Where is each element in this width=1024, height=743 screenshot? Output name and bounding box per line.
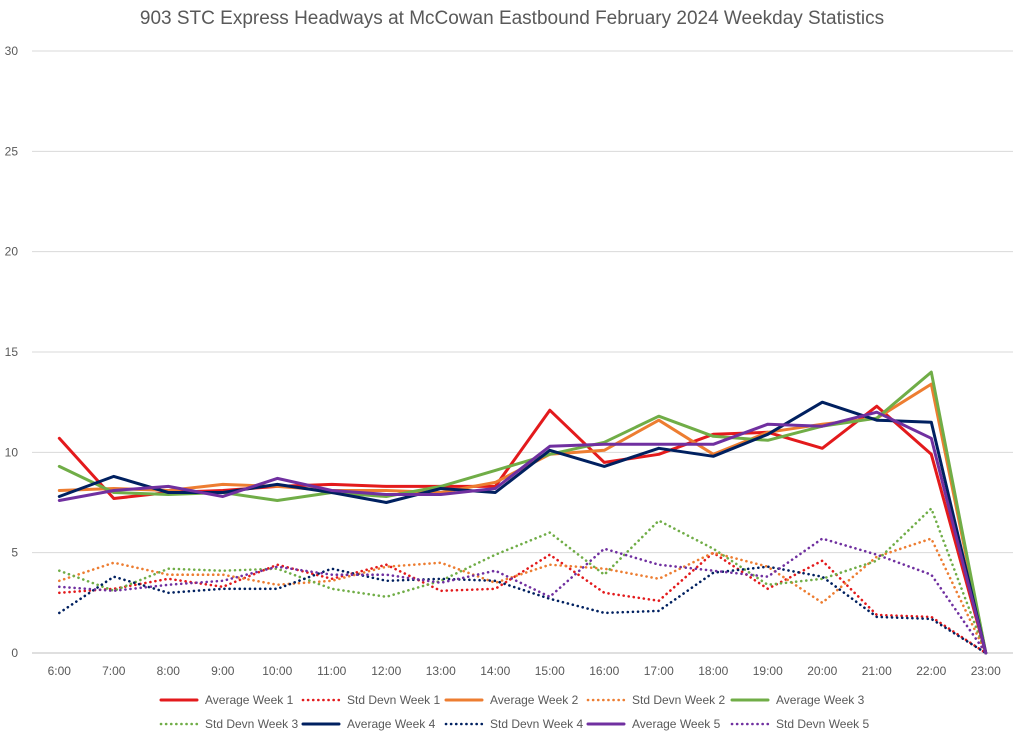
series-line-average-week-3 xyxy=(57,370,988,655)
x-tick-label: 18:00 xyxy=(698,664,728,678)
y-tick-label: 15 xyxy=(5,345,19,359)
x-tick-label: 8:00 xyxy=(157,664,181,678)
legend-item: Average Week 5 xyxy=(586,717,720,731)
y-tick-label: 25 xyxy=(5,144,19,158)
legend-label: Average Week 5 xyxy=(632,717,721,731)
legend-swatch xyxy=(301,698,341,702)
legend-label: Std Devn Week 5 xyxy=(776,717,870,731)
legend-row-2: Std Devn Week 3 Average Week 4 Std Devn We… xyxy=(0,717,1024,737)
line-chart: 0 5 10 15 20 25 30 6:00 7:00 8:00 9:00 10:00 11:00 1… xyxy=(5,44,1013,678)
legend-item: Std Devn Week 3 xyxy=(159,717,298,731)
x-tick-label: 17:00 xyxy=(644,664,674,678)
series-line-std-devn-week-4 xyxy=(57,565,988,655)
legend-row-1: Average Week 1 Std Devn Week 1 Average Wee… xyxy=(0,693,1024,713)
legend-swatch xyxy=(730,698,770,702)
y-axis-tick-labels: 0 5 10 15 20 25 30 xyxy=(5,44,19,660)
legend-label: Std Devn Week 2 xyxy=(632,693,726,707)
x-tick-label: 12:00 xyxy=(371,664,401,678)
y-tick-label: 30 xyxy=(5,44,19,58)
x-tick-label: 10:00 xyxy=(262,664,292,678)
y-tick-label: 0 xyxy=(11,646,18,660)
legend-item: Average Week 1 xyxy=(159,693,293,707)
legend-item: Std Devn Week 5 xyxy=(730,717,869,731)
series-line-std-devn-week-2 xyxy=(57,537,988,655)
legend-item: Std Devn Week 2 xyxy=(586,693,725,707)
x-tick-label: 15:00 xyxy=(535,664,565,678)
series-line-average-week-4 xyxy=(57,400,988,655)
legend-swatch xyxy=(730,722,770,726)
legend-item: Std Devn Week 4 xyxy=(444,717,583,731)
legend-item: Average Week 2 xyxy=(444,693,578,707)
y-tick-label: 10 xyxy=(5,445,19,459)
x-tick-label: 13:00 xyxy=(426,664,456,678)
legend-item: Average Week 3 xyxy=(730,693,864,707)
series-line-std-devn-week-1 xyxy=(57,551,988,655)
x-tick-label: 11:00 xyxy=(317,664,346,678)
legend-swatch xyxy=(301,722,341,726)
legend-label: Average Week 4 xyxy=(347,717,436,731)
x-tick-label: 23:00 xyxy=(971,664,1001,678)
x-tick-label: 22:00 xyxy=(916,664,946,678)
series-line-std-devn-week-3 xyxy=(57,507,988,655)
legend-label: Average Week 3 xyxy=(776,693,865,707)
chart-title: 903 STC Express Headways at McCowan East… xyxy=(139,8,885,29)
series-lines xyxy=(57,370,988,655)
legend-label: Average Week 1 xyxy=(205,693,294,707)
series-line-average-week-2 xyxy=(57,382,988,655)
legend-label: Std Devn Week 4 xyxy=(490,717,584,731)
series-line-average-week-5 xyxy=(57,410,988,655)
legend-label: Std Devn Week 3 xyxy=(205,717,299,731)
legend-swatch xyxy=(586,698,626,702)
series-line-std-devn-week-5 xyxy=(57,537,988,655)
x-tick-label: 16:00 xyxy=(589,664,619,678)
x-tick-label: 20:00 xyxy=(807,664,837,678)
legend-swatch xyxy=(586,722,626,726)
legend-swatch xyxy=(444,698,484,702)
x-tick-label: 6:00 xyxy=(48,664,72,678)
legend-item: Average Week 4 xyxy=(301,717,435,731)
x-tick-label: 7:00 xyxy=(102,664,126,678)
x-tick-label: 19:00 xyxy=(753,664,783,678)
y-tick-label: 20 xyxy=(5,245,19,259)
gridlines xyxy=(32,50,1013,654)
legend-item: Std Devn Week 1 xyxy=(301,693,440,707)
series-line-average-week-1 xyxy=(57,404,988,655)
legend-label: Average Week 2 xyxy=(490,693,579,707)
x-axis-tick-labels: 6:00 7:00 8:00 9:00 10:00 11:00 12:00 13:00 14:0… xyxy=(48,664,1002,678)
x-tick-label: 14:00 xyxy=(480,664,510,678)
legend-swatch xyxy=(159,722,199,726)
y-tick-label: 5 xyxy=(11,546,18,560)
x-tick-label: 9:00 xyxy=(211,664,235,678)
legend-label: Std Devn Week 1 xyxy=(347,693,441,707)
legend-swatch xyxy=(444,722,484,726)
x-tick-label: 21:00 xyxy=(862,664,892,678)
legend-swatch xyxy=(159,698,199,702)
